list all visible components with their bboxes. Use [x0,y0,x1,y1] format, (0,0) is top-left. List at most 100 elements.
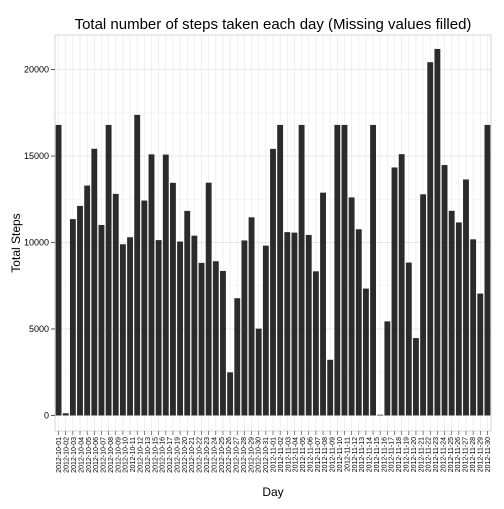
y-tick-label: 10000 [24,238,49,248]
x-tick-label: 2012-10-06 [93,437,100,473]
bar-2012-11-23 [434,48,441,416]
bar-2012-10-03 [69,219,76,416]
bar-2012-10-25 [227,372,234,416]
bar-2012-10-05 [84,185,91,416]
chart-title: Total number of steps taken each day (Mi… [75,16,472,33]
x-tick-label: 2012-10-19 [174,437,181,473]
x-tick-label: 2012-10-12 [137,437,144,473]
x-tick-label: 2012-11-04 [293,437,300,472]
bar-2012-11-18 [398,154,405,416]
y-tick-label: 20000 [24,65,49,75]
bar-2012-11-13 [362,288,369,416]
x-tick-label: 2012-11-26 [455,437,462,472]
bar-2012-11-11 [348,197,355,416]
x-tick-label: 2012-10-09 [115,437,122,473]
bar-2012-10-31 [270,148,276,416]
x-tick-label: 2012-10-16 [160,437,167,473]
bar-2012-10-02 [62,413,69,416]
x-tick-label: 2012-10-27 [234,437,241,473]
x-tick-label: 2012-10-25 [219,437,226,473]
bar-2012-10-22 [205,182,212,416]
bar-2012-10-06 [91,148,98,416]
x-tick-label: 2012-10-29 [248,437,255,473]
bar-2012-10-19 [184,210,191,416]
x-tick-label: 2012-11-28 [470,437,477,472]
y-tick-label: 0 [44,410,49,420]
bar-2012-10-17 [170,182,176,416]
bar-2012-11-28 [470,239,477,416]
bar-2012-11-01 [277,124,284,416]
x-tick-label: 2012-10-04 [78,437,85,473]
bar-2012-11-21 [420,194,427,416]
x-tick-label: 2012-10-15 [152,437,159,473]
bar-2012-11-25 [448,210,455,416]
x-tick-label: 2012-10-02 [64,437,71,473]
bar-2012-10-26 [234,298,241,416]
x-tick-label: 2012-11-07 [315,437,322,472]
bar-2012-10-20 [191,235,198,416]
y-axis: 0 5000 10000 15000 20000 [24,65,55,420]
bar-2012-11-05 [305,234,312,416]
bar-2012-11-17 [391,167,398,416]
x-tick-label: 2012-10-28 [241,437,248,473]
x-axis: 2012-10-01 2012-10-02 2012-10-03 2012-10-04… [56,431,492,473]
bar-2012-10-15 [155,240,162,416]
bar-2012-10-29 [255,328,262,416]
x-tick-label: 2012-10-10 [123,437,130,473]
bar-2012-10-23 [212,261,219,416]
x-tick-label: 2012-10-03 [71,437,78,473]
x-tick-label: 2012-10-01 [56,437,63,473]
x-tick-label: 2012-10-20 [182,437,189,473]
x-tick-label: 2012-10-23 [204,437,211,473]
bar-2012-10-12 [134,114,141,416]
x-tick-label: 2012-11-05 [300,437,307,472]
x-tick-label: 2012-11-01 [271,437,278,472]
x-tick-label: 2012-11-18 [396,437,403,472]
bars [55,48,491,416]
x-tick-label: 2012-11-27 [463,437,470,472]
y-tick-label: 15000 [24,151,49,161]
bar-2012-10-30 [262,245,269,416]
x-tick-label: 2012-11-19 [404,437,411,472]
x-tick-label: 2012-11-30 [485,437,492,472]
bar-2012-11-12 [355,229,362,416]
bar-2012-10-10 [119,244,126,416]
x-tick-label: 2012-11-22 [426,437,433,472]
bar-2012-10-21 [198,262,205,416]
bar-2012-11-16 [384,321,391,416]
bar-2012-11-07 [320,192,326,416]
bar-2012-11-22 [427,62,434,416]
x-tick-label: 2012-10-07 [101,437,108,473]
x-tick-label: 2012-11-15 [374,437,381,472]
x-tick-label: 2012-10-08 [108,437,115,473]
bar-2012-10-07 [98,224,105,416]
bar-2012-10-08 [105,124,112,416]
x-tick-label: 2012-10-05 [86,437,93,473]
x-tick-label: 2012-10-11 [130,437,137,472]
x-tick-label: 2012-11-11 [344,437,351,472]
x-tick-label: 2012-11-21 [418,437,425,472]
x-tick-label: 2012-10-30 [256,437,263,473]
bar-2012-11-27 [463,179,469,416]
bar-2012-10-11 [127,237,133,416]
bar-2012-11-14 [370,124,376,416]
x-tick-label: 2012-10-17 [167,437,174,473]
bar-2012-10-18 [177,241,184,416]
bar-2012-11-09 [334,124,341,416]
y-axis-title: Total Steps [9,213,23,272]
bar-2012-10-13 [141,200,148,416]
bar-2012-11-04 [298,124,305,416]
x-tick-label: 2012-11-06 [307,437,314,472]
x-tick-label: 2012-10-22 [197,437,204,473]
bar-2012-11-03 [291,232,298,416]
bar-2012-11-08 [327,359,334,416]
x-tick-label: 2012-11-13 [359,437,366,472]
bar-2012-11-19 [405,262,412,416]
bar-2012-10-27 [241,240,248,416]
x-tick-label: 2012-11-03 [285,437,292,472]
x-tick-label: 2012-11-09 [330,437,337,472]
bar-2012-11-30 [484,124,491,416]
bar-2012-10-14 [148,154,155,416]
